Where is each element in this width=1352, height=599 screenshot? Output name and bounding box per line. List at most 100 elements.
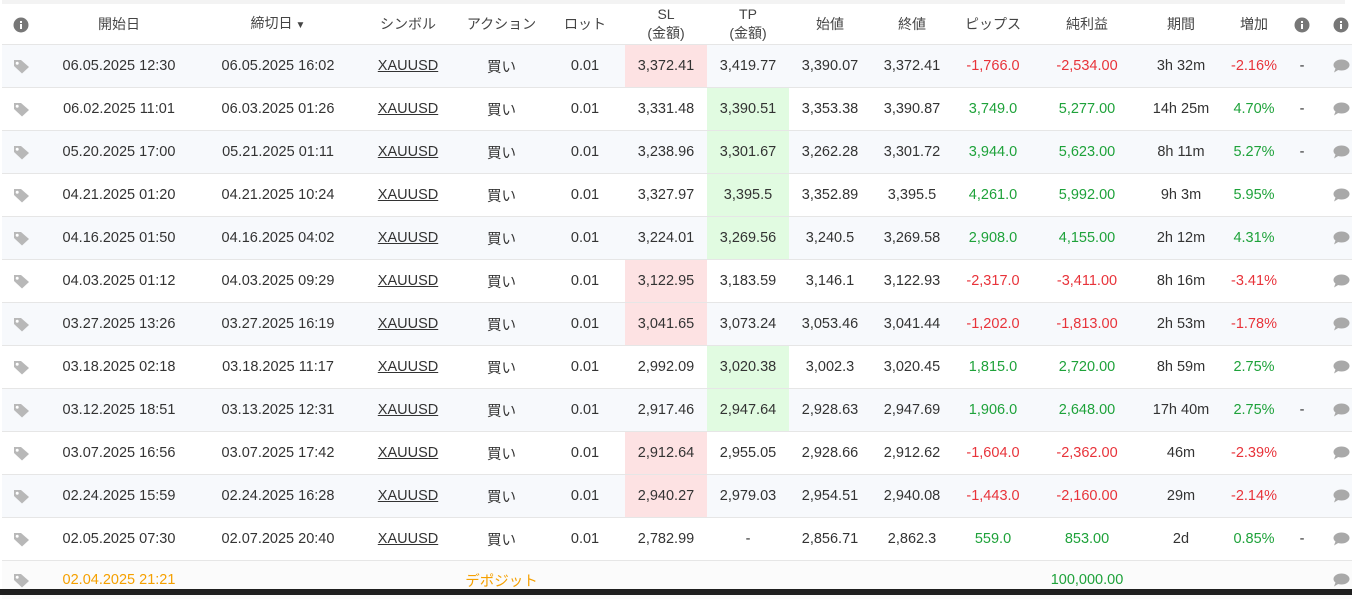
symbol-link[interactable]: XAUUSD [378,531,438,547]
header-close-price[interactable]: 終値 [871,4,953,45]
pips-cell: 1,815.0 [953,346,1033,389]
header-symbol[interactable]: シンボル [358,4,458,45]
tag-icon[interactable] [13,360,30,375]
comment-icon[interactable] [1333,59,1350,73]
symbol-link[interactable]: XAUUSD [378,402,438,418]
header-action[interactable]: アクション [458,4,545,45]
comment-icon[interactable] [1333,573,1350,587]
comment-cell[interactable] [1317,260,1352,303]
comment-cell[interactable] [1317,475,1352,518]
symbol-link[interactable]: XAUUSD [378,230,438,246]
comment-icon[interactable] [1333,231,1350,245]
tag-icon[interactable] [13,573,30,588]
tag-cell[interactable] [2,217,40,260]
tag-icon[interactable] [13,102,30,117]
tag-cell[interactable] [2,131,40,174]
header-close-date[interactable]: 締切日▼ [198,4,358,45]
comment-icon[interactable] [1333,446,1350,460]
header-lot[interactable]: ロット [545,4,625,45]
header-tp[interactable]: TP(金額) [707,4,789,45]
comment-cell[interactable] [1317,131,1352,174]
symbol-link[interactable]: XAUUSD [378,144,438,160]
header-pips[interactable]: ピップス [953,4,1033,45]
symbol-link[interactable]: XAUUSD [378,273,438,289]
header-sl[interactable]: SL(金額) [625,4,707,45]
comment-icon[interactable] [1333,188,1350,202]
symbol-link[interactable]: XAUUSD [378,58,438,74]
comment-icon[interactable] [1333,274,1350,288]
header-duration[interactable]: 期間 [1141,4,1221,45]
info-icon[interactable] [1294,17,1310,33]
comment-cell[interactable] [1317,174,1352,217]
header-info-cell-2[interactable] [1287,4,1317,45]
info-icon[interactable] [13,17,29,33]
symbol-link[interactable]: XAUUSD [378,101,438,117]
header-info-cell-3[interactable] [1317,4,1352,45]
comment-cell[interactable] [1317,303,1352,346]
comment-icon[interactable] [1333,532,1350,546]
comment-icon[interactable] [1333,317,1350,331]
tag-cell[interactable] [2,518,40,561]
tag-cell[interactable] [2,475,40,518]
comment-icon[interactable] [1333,145,1350,159]
tag-icon[interactable] [13,231,30,246]
symbol-link[interactable]: XAUUSD [378,488,438,504]
header-gain[interactable]: 増加 [1221,4,1287,45]
tag-cell[interactable] [2,88,40,131]
tp-cell: 2,955.05 [707,432,789,475]
comment-icon[interactable] [1333,489,1350,503]
tag-cell[interactable] [2,346,40,389]
comment-cell[interactable] [1317,518,1352,561]
tag-cell[interactable] [2,389,40,432]
close-date-cell: 03.13.2025 12:31 [198,389,358,432]
info-icon[interactable] [1333,17,1349,33]
header-net-profit[interactable]: 純利益 [1033,4,1141,45]
symbol-link[interactable]: XAUUSD [378,316,438,332]
comment-cell[interactable] [1317,88,1352,131]
comment-cell[interactable] [1317,346,1352,389]
tag-icon[interactable] [13,188,30,203]
tag-icon[interactable] [13,59,30,74]
tag-cell[interactable] [2,174,40,217]
tag-cell[interactable] [2,303,40,346]
tag-cell[interactable] [2,260,40,303]
comment-icon[interactable] [1333,102,1350,116]
symbol-link[interactable]: XAUUSD [378,445,438,461]
header-info-cell[interactable] [2,4,40,45]
tag-icon[interactable] [13,446,30,461]
comment-cell[interactable] [1317,45,1352,88]
tag-icon[interactable] [13,532,30,547]
header-start-date[interactable]: 開始日 [40,4,198,45]
symbol-link[interactable]: XAUUSD [378,359,438,375]
open-date-cell: 06.02.2025 11:01 [40,88,198,131]
header-open-price[interactable]: 始値 [789,4,871,45]
comment-cell[interactable] [1317,217,1352,260]
tag-icon[interactable] [13,317,30,332]
symbol-link[interactable]: XAUUSD [378,187,438,203]
tag-icon[interactable] [13,274,30,289]
tag-icon[interactable] [13,145,30,160]
tag-cell[interactable] [2,45,40,88]
comment-icon[interactable] [1333,403,1350,417]
comment-cell[interactable] [1317,432,1352,475]
tag-icon[interactable] [13,403,30,418]
close-price-cell: 3,395.5 [871,174,953,217]
comment-cell[interactable] [1317,389,1352,432]
comment-icon[interactable] [1333,360,1350,374]
sl-cell: 2,917.46 [625,389,707,432]
tag-icon[interactable] [13,489,30,504]
tp-cell: 3,020.38 [707,346,789,389]
tag-cell[interactable] [2,432,40,475]
